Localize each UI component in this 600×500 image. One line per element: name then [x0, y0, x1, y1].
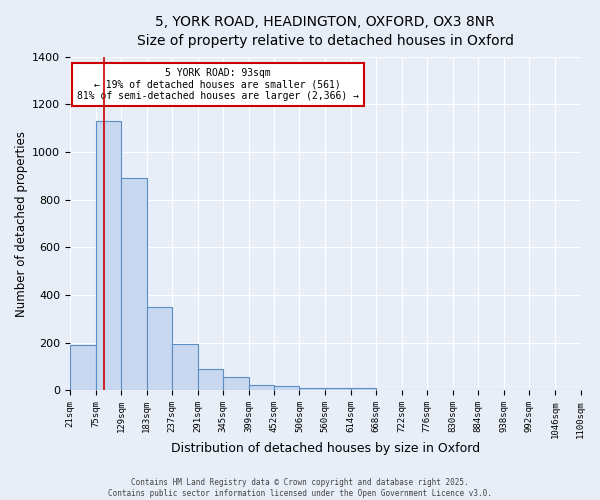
Title: 5, YORK ROAD, HEADINGTON, OXFORD, OX3 8NR
Size of property relative to detached : 5, YORK ROAD, HEADINGTON, OXFORD, OX3 8N…	[137, 15, 514, 48]
Bar	[121, 178, 146, 390]
Text: Contains HM Land Registry data © Crown copyright and database right 2025.
Contai: Contains HM Land Registry data © Crown c…	[108, 478, 492, 498]
Bar	[223, 378, 249, 390]
Bar	[249, 384, 274, 390]
Y-axis label: Number of detached properties: Number of detached properties	[15, 130, 28, 316]
Bar	[325, 388, 350, 390]
Bar	[95, 121, 121, 390]
Text: 5 YORK ROAD: 93sqm
← 19% of detached houses are smaller (561)
81% of semi-detach: 5 YORK ROAD: 93sqm ← 19% of detached hou…	[77, 68, 359, 102]
X-axis label: Distribution of detached houses by size in Oxford: Distribution of detached houses by size …	[170, 442, 480, 455]
Bar	[172, 344, 198, 391]
Bar	[70, 345, 95, 391]
Bar	[146, 307, 172, 390]
Bar	[198, 369, 223, 390]
Bar	[274, 386, 299, 390]
Bar	[350, 388, 376, 390]
Bar	[299, 388, 325, 390]
